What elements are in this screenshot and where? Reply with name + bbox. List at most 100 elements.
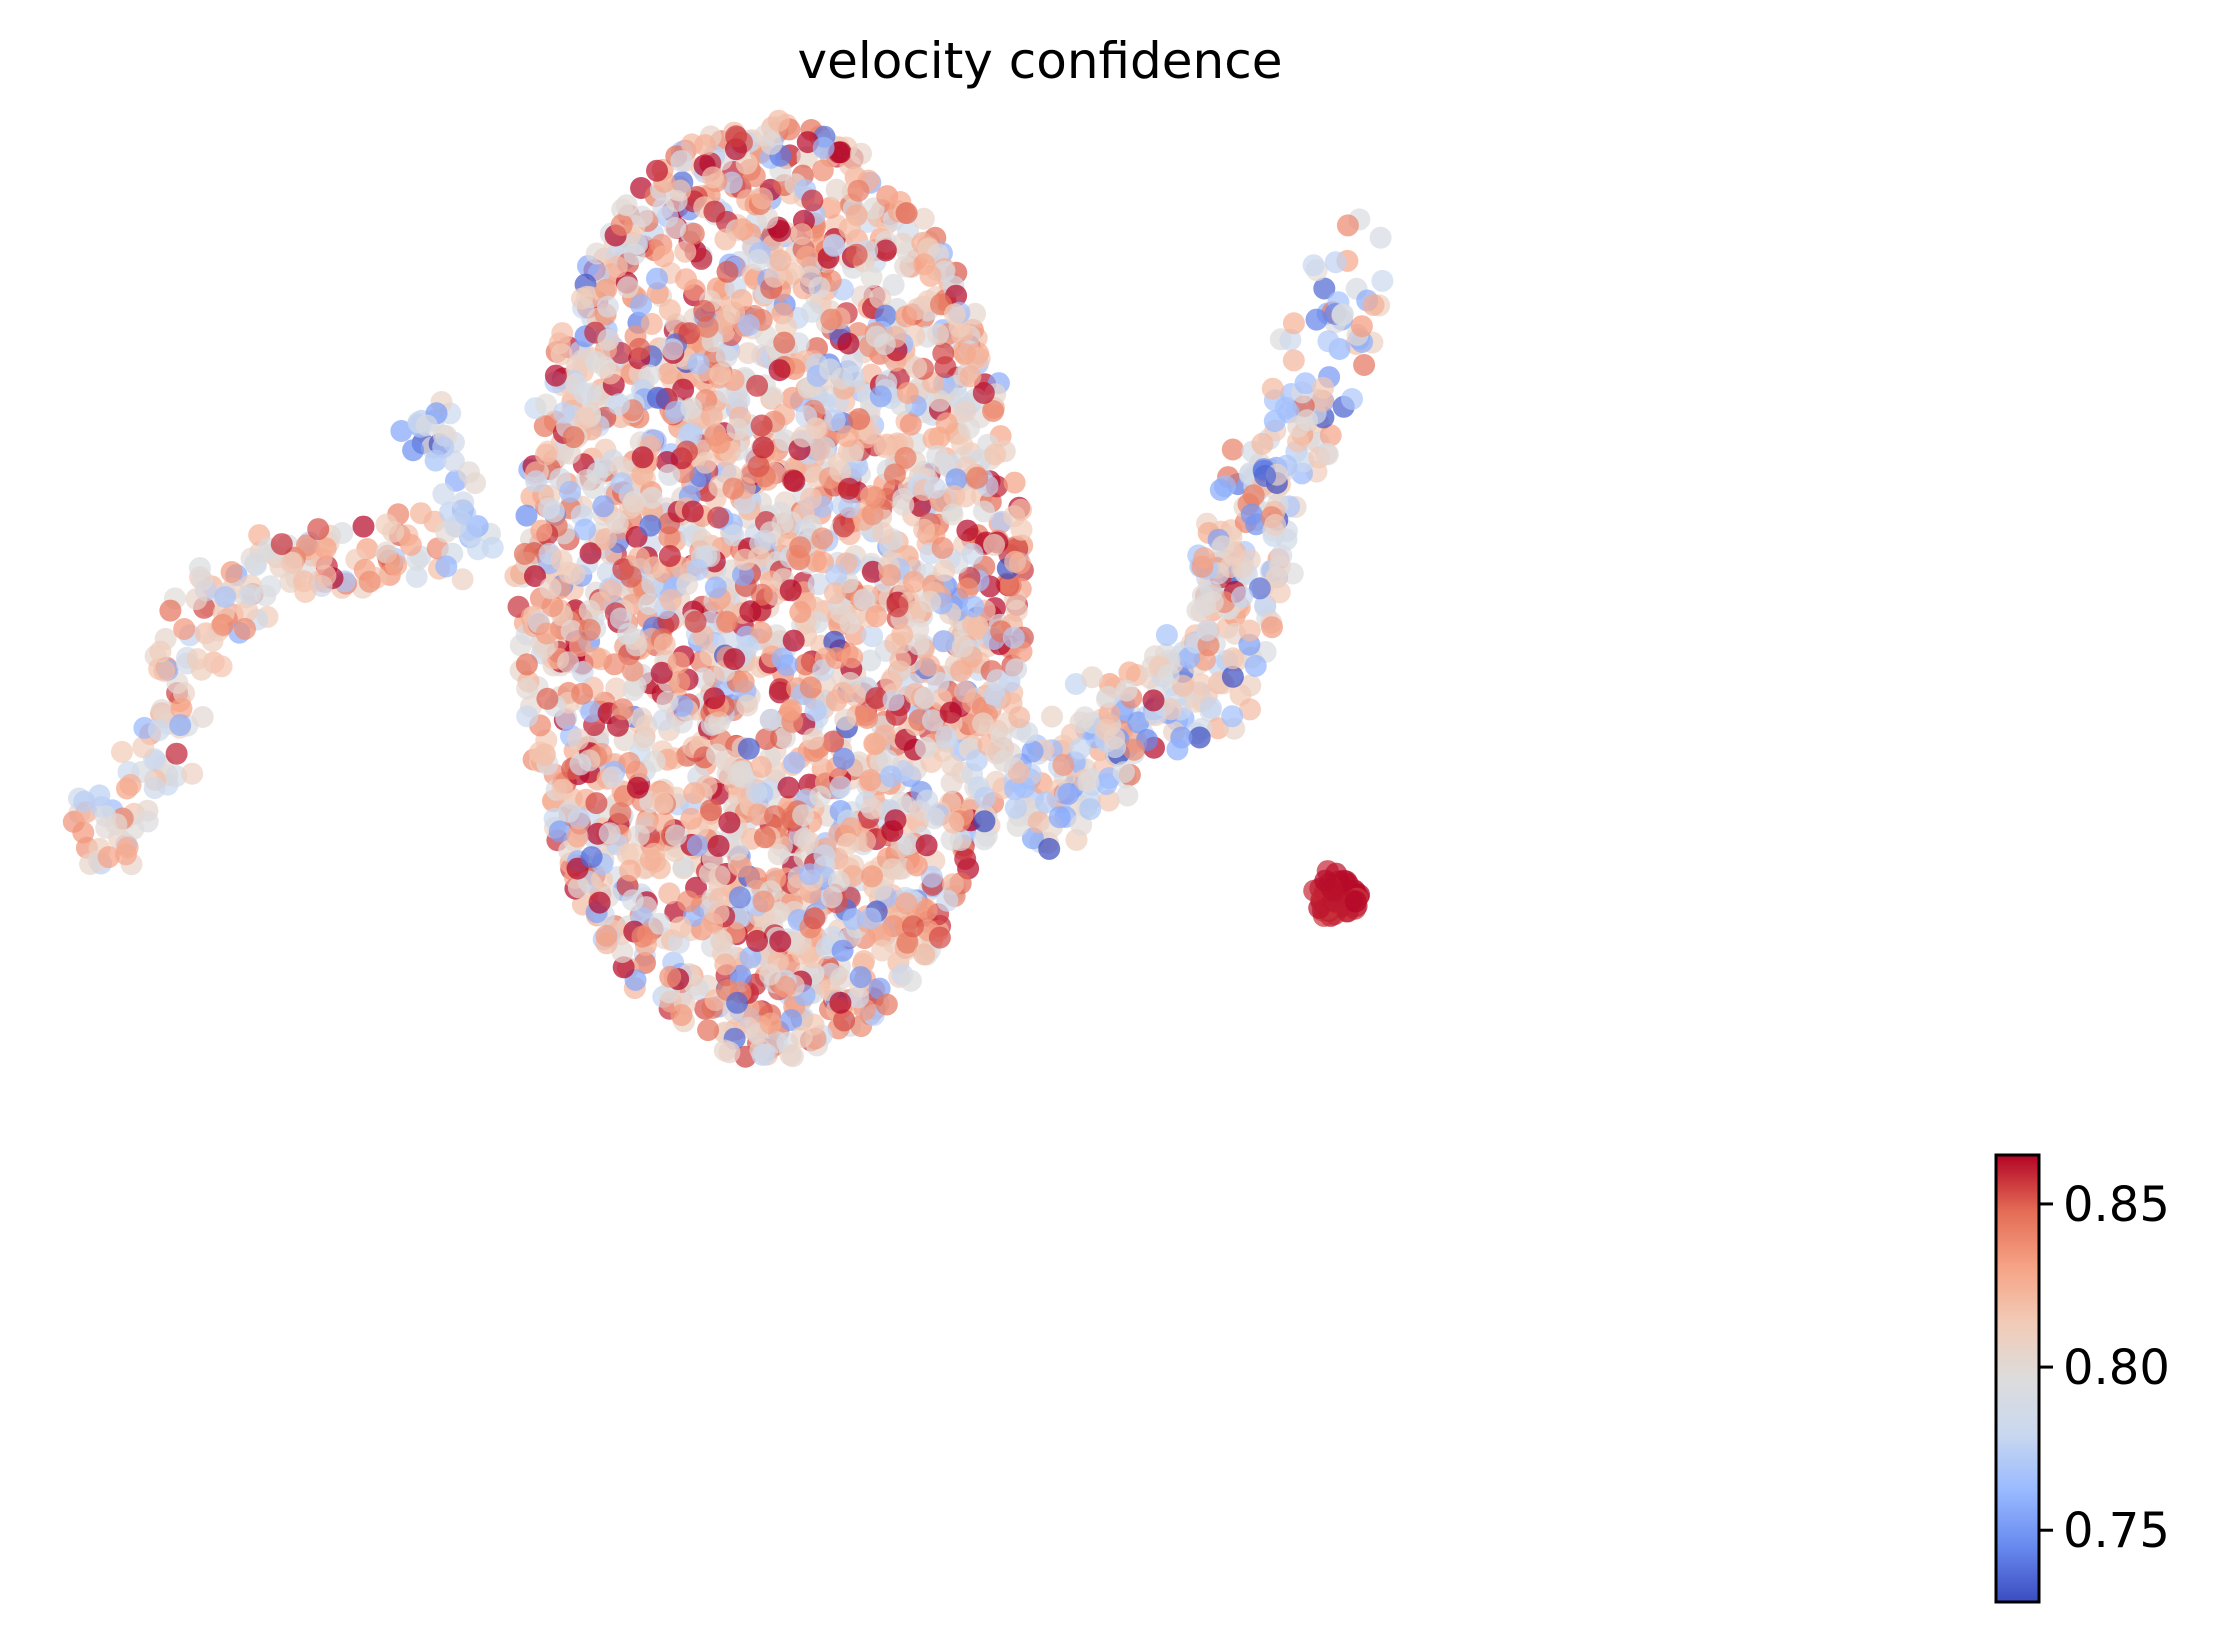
scatter-point: [1122, 738, 1145, 761]
scatter-point: [559, 480, 582, 503]
scatter-point: [1116, 784, 1139, 807]
scatter-point: [725, 125, 748, 148]
scatter-point: [1316, 443, 1339, 466]
scatter-point: [730, 289, 753, 311]
scatter-point: [935, 412, 958, 435]
scatter-point: [863, 486, 886, 509]
scatter-point: [1034, 791, 1057, 814]
scatter-point: [801, 189, 824, 212]
colorbar-ticks: 0.75 0.80 0.85: [2039, 1177, 2170, 1559]
scatter-point: [619, 859, 642, 882]
scatter-point: [580, 846, 603, 869]
scatter-point: [677, 890, 700, 913]
scatter-point: [916, 789, 939, 812]
scatter-point: [953, 343, 976, 365]
scatter-point: [1231, 586, 1253, 609]
scatter-point: [860, 266, 883, 289]
scatter-point: [836, 425, 859, 448]
scatter-point: [729, 964, 752, 987]
scatter-point: [723, 648, 746, 671]
scatter-point: [648, 912, 671, 935]
scatter-point: [750, 755, 773, 778]
scatter-point: [639, 514, 662, 537]
scatter-point: [1007, 761, 1030, 784]
scatter-point: [792, 804, 815, 827]
scatter-point: [921, 709, 944, 732]
scatter-point: [808, 438, 831, 461]
scatter-point: [829, 991, 852, 1014]
scatter-point: [926, 444, 949, 467]
scatter-point: [1073, 706, 1096, 729]
scatter-point: [627, 546, 650, 569]
scatter-point: [119, 773, 142, 796]
scatter-point: [1321, 879, 1344, 902]
scatter-point: [838, 496, 861, 519]
scatter-point: [516, 677, 539, 700]
scatter-point: [722, 524, 745, 547]
scatter-point: [793, 828, 816, 850]
scatter-point: [296, 534, 318, 557]
scatter-point: [1274, 396, 1297, 419]
scatter-point: [558, 561, 581, 584]
scatter-point: [884, 809, 907, 832]
scatter-point: [1127, 711, 1150, 734]
scatter-point: [1239, 698, 1261, 721]
scatter-point: [594, 356, 617, 379]
scatter-point: [515, 653, 538, 676]
scatter-point: [726, 838, 749, 861]
scatter-point: [783, 751, 806, 774]
scatter-point: [832, 747, 855, 770]
scatter-point: [149, 640, 172, 663]
scatter-point: [933, 559, 956, 582]
scatter-point: [708, 431, 731, 454]
scatter-point: [954, 400, 976, 423]
scatter-point: [825, 647, 848, 669]
scatter-point: [623, 243, 646, 266]
scatter-point: [1112, 761, 1135, 784]
scatter-point: [1219, 556, 1242, 578]
scatter-point: [656, 690, 679, 713]
scatter-point: [234, 617, 256, 640]
scatter-point: [314, 564, 337, 587]
scatter-point: [585, 792, 608, 815]
scatter-point: [254, 584, 277, 607]
scatter-point: [701, 912, 724, 935]
scatter-point: [746, 929, 768, 952]
scatter-point: [1371, 269, 1394, 292]
scatter-point: [678, 322, 701, 345]
scatter-point: [1312, 376, 1335, 399]
scatter-point: [905, 854, 928, 877]
scatter-point: [627, 824, 650, 847]
scatter-point: [1261, 616, 1283, 639]
scatter-point: [1081, 666, 1104, 689]
scatter-point: [747, 249, 770, 271]
scatter-point: [693, 667, 716, 690]
scatter-point: [640, 312, 663, 335]
scatter-point: [592, 495, 615, 518]
scatter-point: [610, 472, 633, 495]
scatter-point: [1142, 689, 1165, 712]
scatter-point: [931, 537, 954, 559]
scatter-point: [936, 889, 959, 912]
scatter-point: [737, 342, 760, 365]
scatter-point: [984, 443, 1007, 466]
scatter-point: [767, 109, 790, 132]
scatter-point: [153, 659, 176, 682]
scatter-point: [1157, 664, 1180, 687]
scatter-point: [565, 373, 588, 395]
scatter-point: [708, 711, 731, 734]
scatter-point: [714, 953, 737, 976]
scatter-point: [580, 700, 603, 723]
scatter-point: [399, 533, 422, 556]
scatter-point: [915, 899, 938, 922]
scatter-point: [585, 646, 607, 669]
scatter-point: [861, 625, 884, 648]
scatter-point: [585, 242, 608, 265]
scatter-point: [1319, 424, 1342, 447]
scatter-point: [628, 337, 651, 360]
scatter-point: [105, 813, 128, 836]
scatter-point: [575, 469, 598, 491]
scatter-point: [687, 352, 710, 375]
scatter-point: [813, 844, 836, 867]
scatter-point: [752, 436, 775, 459]
